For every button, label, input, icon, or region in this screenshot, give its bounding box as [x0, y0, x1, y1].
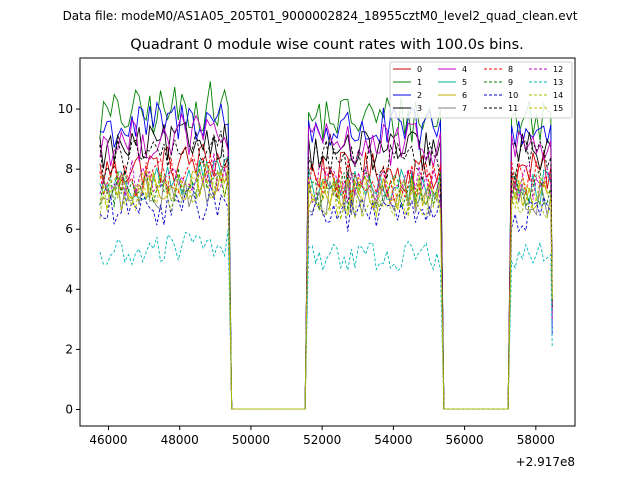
- x-axis: 46000 48000 50000 52000 54000 56000 58000: [89, 426, 555, 447]
- plot-area: 46000 48000 50000 52000 54000 56000 58000 0246…: [58, 57, 576, 469]
- x-tick-label: 58000: [517, 433, 555, 447]
- series-layer: [99, 81, 553, 410]
- legend-label-12: 12: [553, 65, 563, 74]
- legend-label-7: 7: [462, 104, 467, 113]
- x-axis-offset-label: +2.917e8: [516, 455, 575, 469]
- legend-label-5: 5: [462, 78, 467, 87]
- series-line-6: [99, 162, 553, 410]
- y-tick-label: 4: [65, 282, 73, 296]
- series-line-10: [99, 184, 553, 410]
- figure-suptitle: Data file: modeM0/AS1A05_205T01_90000028…: [63, 9, 578, 23]
- y-tick-label: 10: [58, 102, 73, 116]
- legend-label-3: 3: [417, 104, 422, 113]
- legend-label-9: 9: [508, 78, 513, 87]
- x-tick-label: 48000: [161, 433, 199, 447]
- legend-label-8: 8: [508, 65, 513, 74]
- x-tick-label: 56000: [446, 433, 484, 447]
- legend-label-14: 14: [553, 91, 563, 100]
- chart-title: Quadrant 0 module wise count rates with …: [130, 37, 524, 53]
- x-tick-label: 54000: [374, 433, 412, 447]
- legend-label-2: 2: [417, 91, 422, 100]
- x-tick-label: 50000: [232, 433, 270, 447]
- axes-frame: [79, 57, 576, 427]
- legend-label-6: 6: [462, 91, 467, 100]
- legend-label-13: 13: [553, 78, 563, 87]
- y-tick-label: 8: [65, 162, 73, 176]
- legend-label-0: 0: [417, 65, 422, 74]
- y-tick-label: 2: [65, 342, 73, 356]
- legend-label-15: 15: [553, 104, 563, 113]
- legend-frame: [389, 61, 573, 119]
- series-line-11: [99, 130, 553, 410]
- series-line-12: [99, 152, 553, 410]
- legend-label-11: 11: [508, 104, 518, 113]
- y-tick-label: 0: [65, 402, 73, 416]
- series-line-4: [99, 112, 553, 410]
- x-tick-label: 46000: [89, 433, 127, 447]
- legend-label-10: 10: [508, 91, 518, 100]
- y-tick-label: 6: [65, 222, 73, 236]
- series-line-13: [99, 229, 553, 410]
- series-line-15: [99, 169, 553, 410]
- legend-label-1: 1: [417, 78, 422, 87]
- legend-label-4: 4: [462, 65, 467, 74]
- y-axis: 0 2 4 6 8 10: [58, 102, 80, 416]
- series-line-3: [99, 121, 553, 410]
- x-tick-label: 52000: [303, 433, 341, 447]
